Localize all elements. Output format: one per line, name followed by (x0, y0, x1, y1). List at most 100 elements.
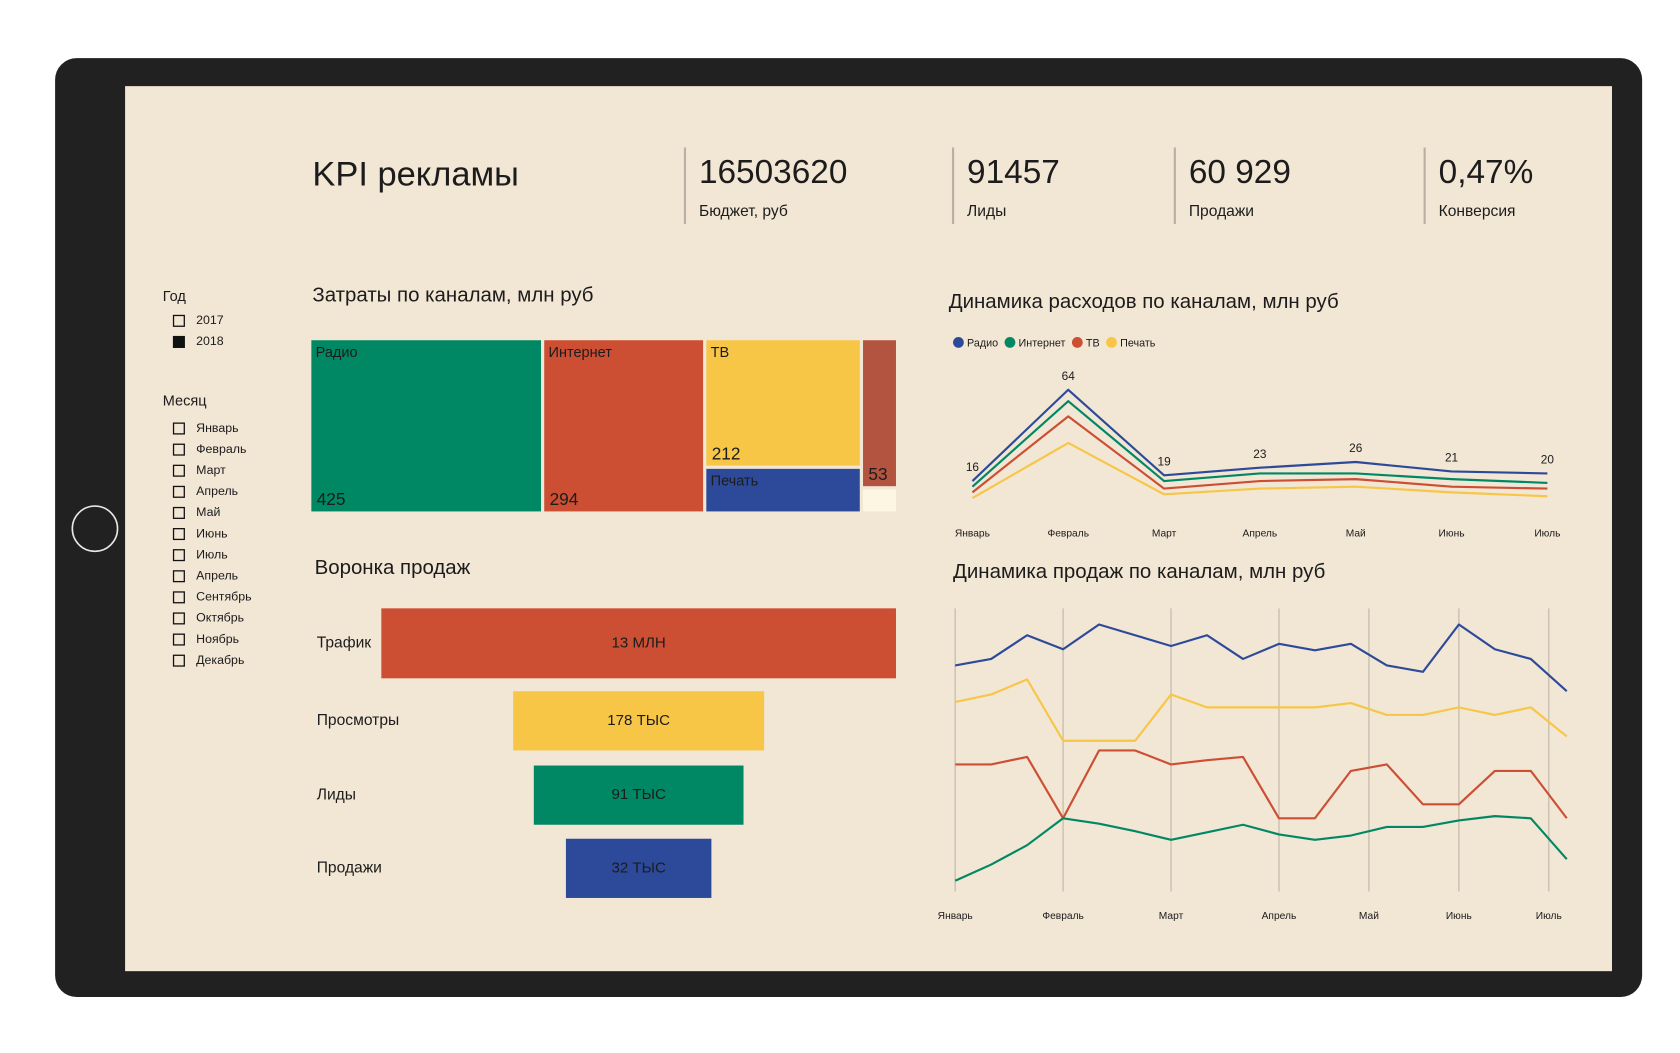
funnel-bar (381, 608, 896, 679)
legend-swatch (953, 337, 964, 348)
filter-option[interactable]: 2018 (196, 334, 224, 348)
filter-title: Год (163, 289, 187, 305)
x-tick-label: Февраль (1042, 911, 1084, 922)
filter-option[interactable]: Декабрь (196, 653, 244, 667)
checkbox[interactable] (172, 506, 185, 519)
kpi-label: Бюджет, руб (699, 203, 788, 220)
cell-label: Радио (316, 345, 358, 361)
treemap-cell (706, 468, 860, 512)
legend-swatch (1004, 337, 1016, 348)
chart-title: Динамика продаж по каналам, млн руб (953, 560, 1325, 583)
series-line (955, 623, 1568, 693)
data-label: 64 (1062, 369, 1076, 383)
treemap-cell (311, 340, 542, 512)
funnel-label: Просмотры (317, 712, 400, 729)
checkbox[interactable] (172, 528, 185, 541)
filter-option[interactable]: Июль (196, 547, 228, 561)
x-tick-label: Май (1359, 911, 1379, 922)
funnel-bar (533, 765, 744, 825)
x-tick-label: Март (1152, 529, 1177, 540)
cell-value: 425 (317, 489, 346, 509)
dashboard-title: KPI рекламы (312, 156, 519, 194)
funnel-label: Трафик (317, 634, 372, 651)
chart-title: Воронка продаж (315, 556, 471, 579)
data-label: 20 (1541, 453, 1555, 467)
screen (125, 86, 1612, 972)
x-tick-label: Июнь (1439, 529, 1465, 540)
kpi-value: 60 929 (1189, 154, 1291, 191)
cell-label: ТВ (711, 345, 730, 361)
filter-title: Месяц (163, 393, 207, 409)
filter-option[interactable]: Ноябрь (196, 632, 239, 646)
checkbox[interactable] (172, 654, 185, 667)
funnel-bar (565, 838, 712, 898)
kpi-value: 16503620 (699, 154, 847, 191)
x-tick-label: Февраль (1047, 529, 1089, 540)
checkbox[interactable] (172, 612, 185, 625)
treemap-cell (544, 340, 704, 512)
filter-option[interactable]: Февраль (196, 442, 246, 456)
checkbox[interactable] (172, 335, 185, 348)
kpi-value: 91457 (967, 154, 1060, 191)
checkbox[interactable] (172, 549, 185, 562)
series-line (954, 815, 1568, 882)
funnel-bar (513, 691, 765, 751)
kpi-value: 0,47% (1439, 154, 1534, 191)
cell-value: 294 (550, 489, 579, 509)
data-label: 16 (966, 460, 980, 474)
legend-swatch (1071, 337, 1083, 348)
checkbox[interactable] (172, 314, 185, 327)
checkbox[interactable] (172, 485, 185, 498)
series-line (971, 441, 1548, 500)
filter-option[interactable]: Октябрь (196, 611, 244, 625)
filter-option[interactable]: Апрель (196, 569, 238, 583)
x-tick-label: Июль (1534, 529, 1560, 540)
funnel-value: 178 ТЫС (607, 712, 670, 729)
filter-option[interactable]: Сентябрь (196, 590, 251, 604)
legend-label: ТВ (1086, 337, 1100, 349)
filter-option[interactable]: Апрель (196, 484, 238, 498)
x-tick-label: Апрель (1262, 911, 1297, 922)
x-tick-label: Апрель (1243, 529, 1278, 540)
checkbox[interactable] (172, 464, 185, 477)
legend-label: Печать (1120, 337, 1156, 349)
data-label: 26 (1349, 441, 1363, 455)
filter-option[interactable]: Январь (196, 421, 238, 435)
data-label: 21 (1445, 451, 1458, 465)
kpi-label: Продажи (1189, 203, 1254, 220)
treemap-cell (863, 489, 896, 512)
legend-label: Радио (967, 337, 998, 349)
chart-title: Затраты по каналам, млн руб (312, 283, 593, 306)
cell-label: Интернет (549, 345, 613, 361)
chart-title: Динамика расходов по каналам, млн руб (949, 290, 1339, 313)
x-tick-label: Июнь (1446, 911, 1472, 922)
filter-option[interactable]: Июнь (196, 526, 227, 540)
series-line (971, 388, 1548, 482)
kpi-label: Конверсия (1439, 203, 1516, 220)
filter-option[interactable]: Май (196, 505, 220, 519)
series-line (954, 678, 1568, 742)
cell-value: 212 (712, 443, 741, 463)
cell-label: Печать (711, 474, 759, 490)
checkbox[interactable] (172, 570, 185, 583)
series-line (971, 415, 1548, 494)
checkbox[interactable] (172, 633, 185, 646)
legend-swatch (1106, 337, 1117, 348)
x-tick-label: Март (1159, 911, 1184, 922)
series-line (955, 749, 1568, 820)
x-tick-label: Январь (955, 529, 990, 540)
filter-option[interactable]: 2017 (196, 313, 224, 327)
checkbox[interactable] (172, 591, 185, 604)
filter-option[interactable]: Март (196, 463, 226, 477)
home-button[interactable] (71, 505, 119, 553)
data-label: 19 (1157, 455, 1171, 469)
data-label: 23 (1253, 447, 1267, 461)
x-tick-label: Май (1346, 529, 1366, 540)
funnel-value: 91 ТЫС (611, 786, 665, 803)
checkbox[interactable] (172, 443, 185, 456)
checkbox[interactable] (172, 422, 185, 435)
x-tick-label: Июль (1536, 911, 1562, 922)
funnel-value: 32 ТЫС (611, 859, 665, 876)
